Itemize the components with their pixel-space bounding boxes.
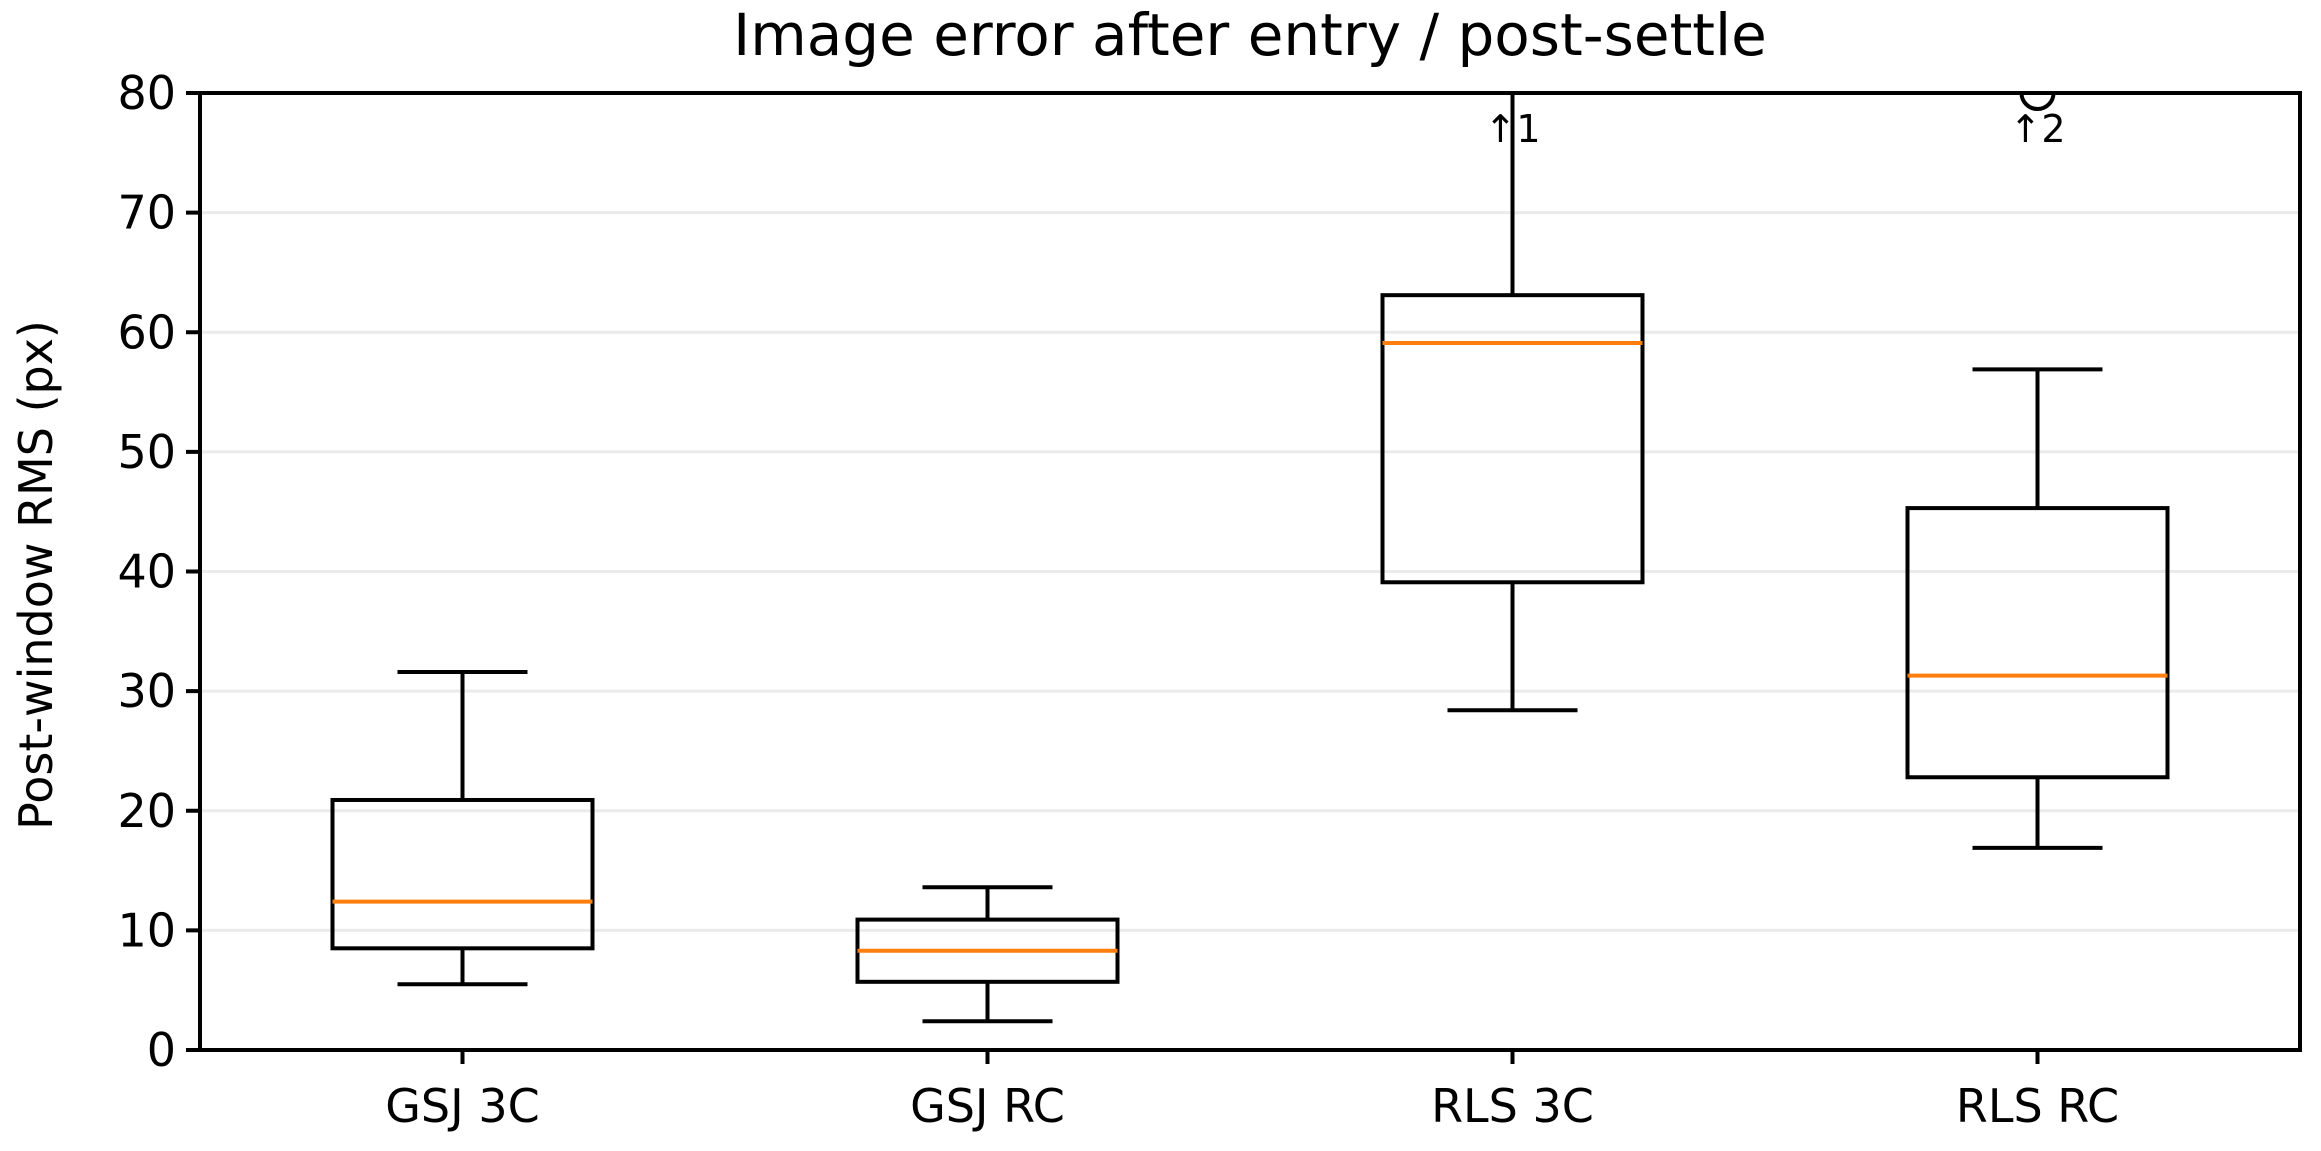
y-tick-label: 0 bbox=[147, 1023, 176, 1077]
overflow-annotation: ↑1 bbox=[1484, 107, 1540, 151]
box-2 bbox=[1380, 91, 1645, 713]
box-3 bbox=[1905, 367, 2170, 850]
box-0 bbox=[330, 669, 595, 987]
y-tick-label: 10 bbox=[117, 903, 176, 957]
y-tick-label: 80 bbox=[117, 66, 176, 120]
y-tick-label: 30 bbox=[117, 664, 176, 718]
y-tick-label: 60 bbox=[117, 305, 176, 359]
y-axis-label: Post-window RMS (px) bbox=[9, 320, 63, 830]
grid bbox=[200, 211, 2300, 932]
box-body bbox=[330, 797, 595, 951]
y-tick-label: 20 bbox=[117, 784, 176, 838]
axes: 0 10 20 30 40 50 60 70 80 GSJ 3C GSJ RC RLS 3C RLS R… bbox=[117, 66, 2302, 1133]
x-tick-label: RLS 3C bbox=[1431, 1079, 1594, 1133]
y-tick-label: 40 bbox=[117, 545, 176, 599]
outlier-point bbox=[2019, 93, 2056, 111]
box-1 bbox=[855, 885, 1120, 1024]
plot-area: ↑1 ↑2 bbox=[330, 91, 2170, 1024]
box-body bbox=[1380, 293, 1645, 585]
y-tick-label: 50 bbox=[117, 425, 176, 479]
x-tick-label: GSJ RC bbox=[910, 1079, 1065, 1133]
y-tick-label: 70 bbox=[117, 186, 176, 240]
chart-title: Image error after entry / post-settle bbox=[733, 1, 1767, 69]
x-tick-label: RLS RC bbox=[1956, 1079, 2119, 1133]
x-tick-label: GSJ 3C bbox=[385, 1079, 539, 1133]
box-body bbox=[1905, 506, 2170, 780]
overflow-annotation: ↑2 bbox=[2009, 107, 2065, 151]
